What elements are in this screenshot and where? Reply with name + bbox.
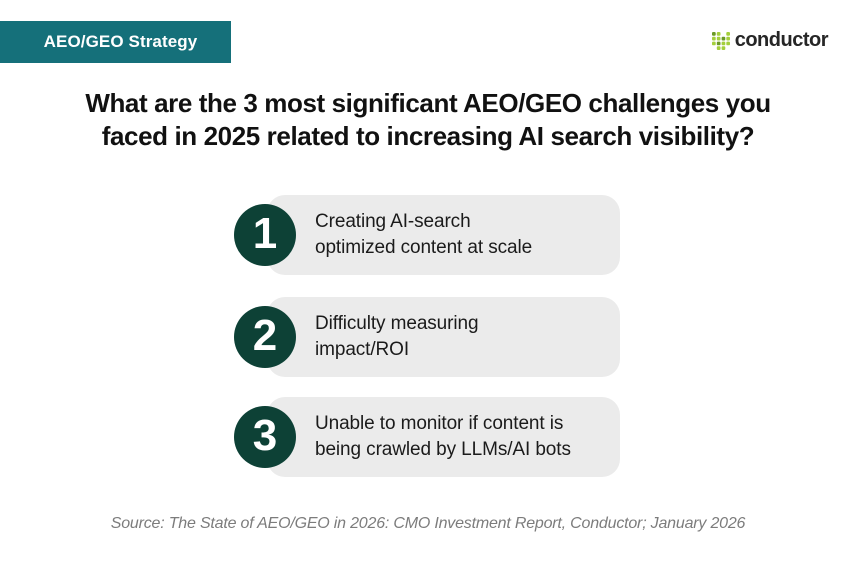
rank-badge-2: 2 (234, 306, 296, 368)
page-title-line-2: faced in 2025 related to increasing AI s… (101, 121, 755, 151)
category-badge-label: AEO/GEO Strategy (43, 32, 198, 51)
challenge-text-line-1: Creating AI-search (315, 211, 471, 232)
challenge-item-2: 2 Difficulty measuring impact/ROI (234, 297, 620, 377)
conductor-wordmark: conductor (734, 29, 829, 51)
page-title: What are the 3 most significant AEO/GEO … (0, 87, 856, 153)
challenge-pill (267, 397, 620, 477)
rank-badge-1: 1 (234, 204, 296, 266)
rank-number: 2 (252, 310, 278, 360)
challenge-text-line-2: optimized content at scale (315, 237, 533, 258)
challenge-pill (267, 297, 620, 377)
challenge-pill (267, 195, 620, 275)
rank-badge-3: 3 (234, 406, 296, 468)
challenge-text-line-2: being crawled by LLMs/AI bots (315, 439, 571, 460)
challenge-text: Unable to monitor if content is being cr… (315, 397, 612, 477)
challenge-text-line-2: impact/ROI (315, 339, 410, 360)
challenge-text-line-1: Unable to monitor if content is (315, 413, 564, 434)
rank-number: 3 (252, 410, 278, 460)
challenge-text: Creating AI-search optimized content at … (315, 195, 612, 275)
conductor-dots-icon (711, 31, 730, 50)
conductor-logo: conductor (711, 29, 829, 52)
source-citation: Source: The State of AEO/GEO in 2026: CM… (110, 515, 746, 532)
rank-number: 1 (252, 208, 278, 258)
challenge-item-1: 1 Creating AI-search optimized content a… (234, 195, 620, 275)
challenge-item-3: 3 Unable to monitor if content is being … (234, 397, 620, 477)
category-badge: AEO/GEO Strategy (0, 21, 231, 63)
challenge-text: Difficulty measuring impact/ROI (315, 297, 612, 377)
page-title-line-1: What are the 3 most significant AEO/GEO … (85, 88, 771, 118)
challenge-text-line-1: Difficulty measuring (315, 313, 479, 334)
